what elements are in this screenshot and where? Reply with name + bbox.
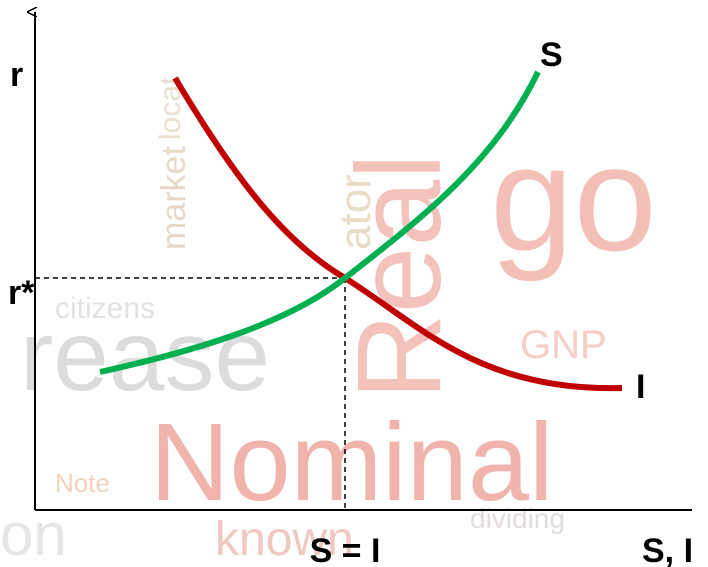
background-word: citizens <box>55 292 155 325</box>
background-word: dividing <box>470 503 565 534</box>
saving-curve-label: S <box>540 36 563 74</box>
background-word: rease <box>20 300 270 412</box>
investment-curve-label: I <box>636 368 645 406</box>
background-word: ator <box>331 174 380 250</box>
background-word: on <box>0 501 67 567</box>
saving-curve <box>99 70 541 375</box>
background-word: Note <box>55 468 110 498</box>
x-axis-label: S, I <box>642 532 693 567</box>
equilibrium-quantity-label: S = I <box>310 532 381 567</box>
equilibrium-rate-label: r* <box>8 274 35 312</box>
background-word: go <box>490 114 657 282</box>
background-word: GNP <box>520 323 607 367</box>
background-word: market <box>155 146 193 250</box>
background-word: Nominal <box>150 401 553 524</box>
background-word: known <box>215 513 354 566</box>
y-axis-label: r <box>10 56 23 94</box>
